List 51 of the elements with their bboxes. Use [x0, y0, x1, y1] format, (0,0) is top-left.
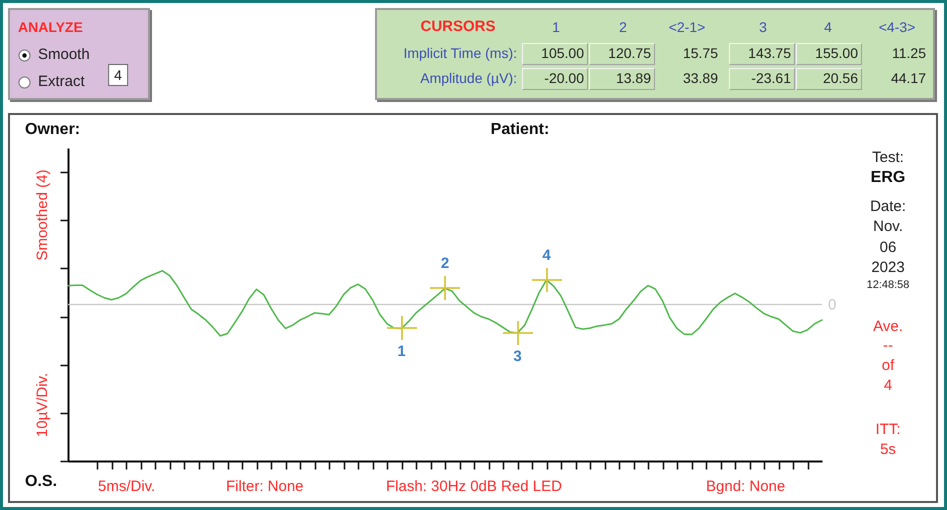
text: Implicit Time (ms): [403, 45, 517, 61]
text: -20.00 [544, 70, 584, 86]
text: 3 [759, 19, 767, 35]
text: 44.17 [890, 70, 926, 86]
text: 33.89 [682, 70, 718, 86]
text: Owner: [25, 121, 80, 138]
text: Nov. [873, 218, 903, 235]
text: 143.75 [748, 45, 791, 61]
text: Amplitude (µV): [420, 70, 517, 86]
text: ANALYZE [18, 19, 83, 35]
text: 15.75 [682, 45, 718, 61]
text: Flash: 30Hz 0dB Red LED [386, 478, 562, 495]
text: 10µV/Div. [34, 372, 51, 438]
text: 4 [108, 64, 128, 86]
text: ITT: [876, 421, 900, 438]
text: 1 [552, 19, 560, 35]
text: Smooth [38, 46, 90, 63]
text: Patient: [490, 121, 550, 138]
text: 4 [884, 377, 892, 394]
text: <4-3> [878, 19, 916, 35]
text: 155.00 [815, 45, 858, 61]
text: Date: [870, 198, 906, 215]
text: 5ms/Div. [98, 478, 156, 495]
text: ERG [870, 169, 906, 186]
text: 120.75 [608, 45, 651, 61]
text: 12:48:58 [866, 278, 910, 293]
text: Extract [38, 73, 85, 90]
text: of [882, 357, 894, 374]
text: 5s [880, 441, 896, 458]
text: O.S. [25, 473, 58, 490]
text: 11.25 [892, 45, 926, 61]
text: 2 [619, 19, 627, 35]
text: Smoothed (4) [34, 170, 51, 260]
annotation: 4 [542, 246, 551, 264]
text: -23.61 [751, 70, 791, 86]
text: 2023 [871, 259, 905, 276]
text: 105.00 [541, 45, 584, 61]
text: -- [883, 337, 893, 354]
text: 4 [824, 19, 832, 35]
text: Test: [872, 149, 904, 166]
text: 13.89 [616, 70, 651, 86]
text: Bgnd: None [706, 478, 786, 495]
text: Filter: None [226, 478, 304, 495]
annotation: 3 [513, 348, 522, 365]
annotation: 1 [397, 343, 406, 360]
text: 06 [880, 239, 896, 256]
text: Ave. [873, 318, 903, 335]
text: <2-1> [668, 19, 706, 35]
text: 20.56 [822, 70, 858, 86]
annotation: 2 [440, 254, 450, 272]
text: CURSORS [420, 18, 496, 35]
